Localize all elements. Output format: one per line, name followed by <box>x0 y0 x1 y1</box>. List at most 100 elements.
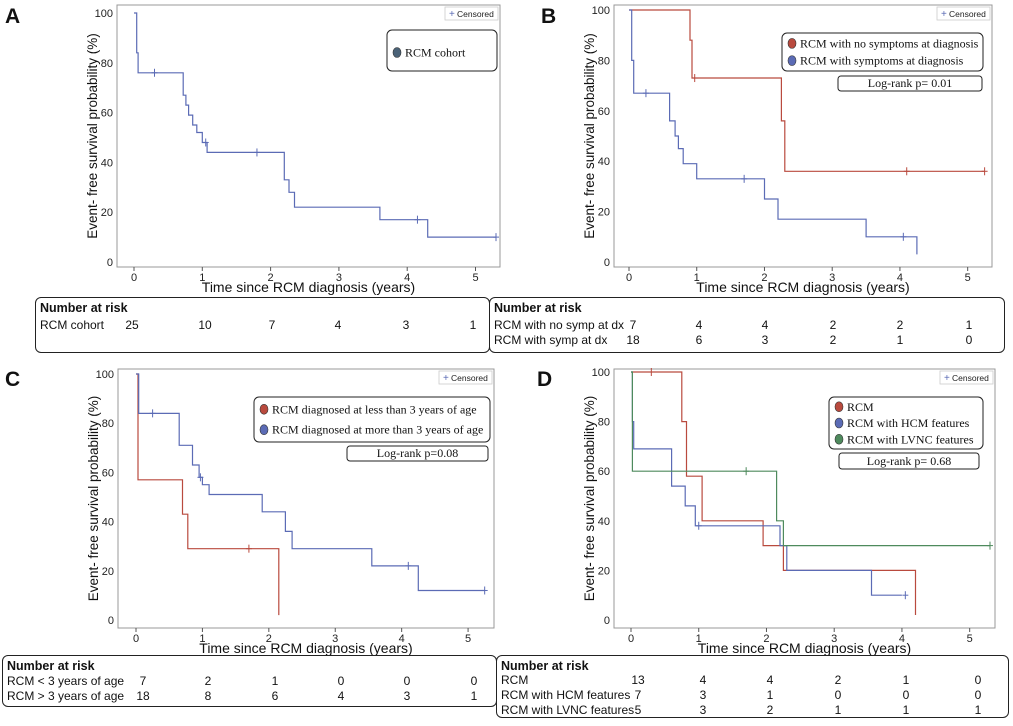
km-panel-c: C 0 20 40 60 80 100 0 1 2 3 4 5 Time since RCM diagno… <box>5 368 495 656</box>
risk-value: 0 <box>974 673 982 687</box>
legend-swatch <box>834 401 844 413</box>
legend-entry: RCM with LVNC features <box>847 432 974 446</box>
km-curve-blue <box>134 12 496 238</box>
x-tick-label: 2 <box>268 272 274 284</box>
risk-value: 0 <box>974 688 982 702</box>
x-tick-label: 4 <box>897 272 903 284</box>
x-tick-label: 3 <box>829 272 835 284</box>
plot-frame <box>116 4 501 268</box>
km-curve-blue <box>629 9 918 255</box>
risk-row-label: RCM <box>501 673 529 687</box>
y-tick-label: 40 <box>101 157 113 169</box>
y-tick-label: 100 <box>592 367 610 379</box>
km-curve-blue <box>631 371 902 596</box>
legend-entry: RCM with no symptoms at diagnosis <box>800 36 979 50</box>
risk-value: 6 <box>695 333 703 347</box>
x-tick-label: 0 <box>133 633 139 645</box>
legend-box <box>828 396 984 450</box>
censored-key-box <box>438 370 493 385</box>
risk-value: 3 <box>761 333 769 347</box>
risk-value: 13 <box>631 673 645 687</box>
risk-table-title: Number at risk <box>40 301 128 315</box>
risk-value: 18 <box>136 689 150 703</box>
panel-label: C <box>5 368 20 391</box>
x-tick-label: 1 <box>199 272 205 284</box>
km-curve-red <box>631 371 917 615</box>
log-rank-box <box>838 452 980 470</box>
x-tick-label: 5 <box>472 272 478 284</box>
risk-value: 1 <box>766 688 774 702</box>
y-tick-label: 40 <box>102 517 114 529</box>
plot-frame <box>613 4 993 268</box>
log-rank-label: Log-rank p= 0.68 <box>867 454 951 468</box>
x-tick-label: 2 <box>266 633 272 645</box>
y-tick-label: 20 <box>102 566 114 578</box>
risk-value: 1 <box>834 703 842 717</box>
x-axis-label: Time since RCM diagnosis (years) <box>202 279 415 295</box>
x-tick-label: 1 <box>199 633 205 645</box>
risk-table-b: Number at risk RCM with no symp at dx 7 … <box>489 297 1005 353</box>
y-tick-label: 60 <box>101 108 113 120</box>
risk-row-label: RCM with LVNC features <box>501 703 635 717</box>
legend-swatch <box>834 417 844 429</box>
x-tick-label: 4 <box>404 272 410 284</box>
km-panel-d: D 0 20 40 60 80 100 0 1 2 3 4 5 Time since RCM diagno… <box>537 367 996 656</box>
legend-box <box>253 396 491 443</box>
x-axis-label: Time since RCM diagnosis (years) <box>698 640 911 656</box>
risk-value: 4 <box>334 318 342 332</box>
plot-frame <box>117 368 495 629</box>
x-tick-label: 2 <box>761 272 767 284</box>
risk-value: 7 <box>629 318 637 332</box>
km-curve-red <box>629 9 985 172</box>
y-tick-label: 0 <box>604 615 610 627</box>
panel-label: B <box>541 5 556 28</box>
risk-value: 6 <box>271 689 279 703</box>
legend-swatch <box>392 47 402 58</box>
risk-value: 8 <box>204 689 212 703</box>
risk-table-title: Number at risk <box>494 301 582 315</box>
risk-row-label: RCM > 3 years of age <box>7 689 125 703</box>
risk-value: 1 <box>965 318 973 332</box>
risk-value: 1 <box>902 703 910 717</box>
risk-value: 5 <box>634 703 642 717</box>
risk-table-c: Number at risk RCM < 3 years of age 7 2 … <box>2 655 497 707</box>
risk-value: 3 <box>699 703 707 717</box>
x-tick-label: 0 <box>131 272 137 284</box>
risk-row-label: RCM < 3 years of age <box>7 674 125 688</box>
censored-key-marker: + <box>443 373 449 384</box>
risk-table-d: Number at risk RCM 13 4 4 2 1 0 RCM with… <box>496 655 1009 718</box>
y-axis-label: Event- free survival probability (%) <box>582 396 597 602</box>
log-rank-box <box>346 445 489 462</box>
risk-value: 1 <box>896 333 904 347</box>
risk-value: 25 <box>125 318 139 332</box>
x-tick-label: 1 <box>694 272 700 284</box>
risk-table-title: Number at risk <box>501 659 589 673</box>
y-tick-label: 0 <box>604 257 610 269</box>
y-tick-label: 0 <box>108 615 114 627</box>
censored-key-box <box>444 6 499 21</box>
risk-value: 7 <box>268 318 276 332</box>
risk-value: 3 <box>699 688 707 702</box>
risk-value: 2 <box>829 318 837 332</box>
risk-row-label: RCM with no symp at dx <box>494 318 625 332</box>
risk-value: 2 <box>766 703 774 717</box>
risk-row-label: RCM cohort <box>40 318 105 332</box>
y-tick-label: 60 <box>598 106 610 118</box>
x-tick-label: 3 <box>831 633 837 645</box>
risk-value: 3 <box>402 318 410 332</box>
risk-value: 0 <box>470 674 478 688</box>
risk-value: 1 <box>902 673 910 687</box>
risk-value: 7 <box>634 688 642 702</box>
censored-key-marker: + <box>449 9 455 20</box>
panel-label: D <box>537 368 552 391</box>
km-panel-a: A 0 20 40 60 80 100 0 1 2 3 4 5 Time since RCM diagno… <box>5 4 501 295</box>
y-tick-label: 60 <box>102 467 114 479</box>
legend-swatch <box>259 403 269 415</box>
y-tick-label: 80 <box>598 55 610 67</box>
risk-table-a: Number at risk RCM cohort 25 10 7 4 3 1 <box>35 297 490 353</box>
x-tick-label: 5 <box>465 633 471 645</box>
risk-value: 2 <box>834 673 842 687</box>
legend-swatch <box>259 424 269 436</box>
y-tick-label: 20 <box>598 565 610 577</box>
censored-key-label: Censored <box>451 373 488 383</box>
